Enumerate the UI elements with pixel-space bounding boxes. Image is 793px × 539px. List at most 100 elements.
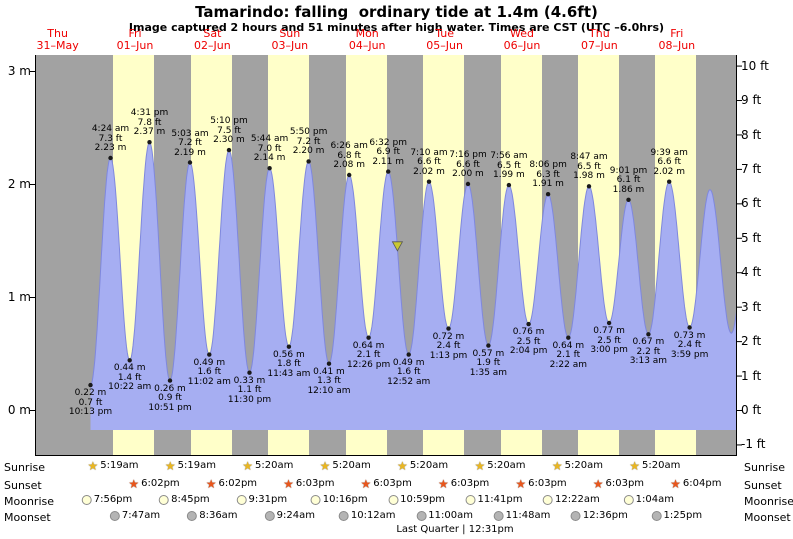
day-label: Fri 01–Jun [117, 28, 154, 52]
tide-event-label-high: 4:24 am 7.3 ft 2.23 m [92, 124, 129, 154]
tide-label-line: 1.99 m [493, 170, 525, 181]
tide-label-line: 7.2 ft [178, 138, 202, 148]
tide-event-label-low: 0.22 m 0.7 ft 10:13 pm [69, 389, 112, 418]
tide-event-label-high: 5:10 pm 7.5 ft 2.30 m [210, 117, 248, 146]
tide-label-line: 9:01 pm [609, 165, 648, 176]
sunset-time: 6:02pm [218, 478, 258, 489]
y-axis-label-left: 3 m [7, 64, 31, 78]
y-axis-label-right: 3 ft [741, 299, 762, 314]
day-label-dow: Thu [589, 27, 610, 40]
tide-label-line: 2.02 m [653, 166, 686, 177]
tide-label-line: 5:10 pm [210, 116, 248, 127]
moonset-entry: 8:36am [187, 510, 238, 522]
day-label-dow: Wed [510, 27, 534, 40]
tide-event-label-high: 9:39 am 6.6 ft 2.02 m [650, 147, 688, 178]
moonrise-icon [236, 495, 247, 505]
moonrise-time: 8:45pm [171, 494, 210, 505]
tide-event-label-high: 5:44 am 7.0 ft 2.14 m [251, 135, 288, 164]
day-label-dow: Thu [47, 27, 68, 40]
day-label: Tue 05–Jun [426, 28, 463, 52]
moonset-icon [187, 511, 198, 521]
day-label-dow: Sat [203, 27, 222, 40]
sunset-entry: ★ 6:03pm [283, 478, 334, 490]
moonrise-row-label: Moonrise [744, 495, 793, 508]
tide-label-line: 6:32 pm [369, 137, 407, 148]
sunset-icon: ★ [515, 477, 527, 491]
sunrise-time: 5:20am [564, 460, 603, 471]
current-tide-marker [391, 241, 404, 252]
moonrise-entry: 10:16pm [310, 494, 368, 506]
tide-label-line: 2.37 m [133, 127, 166, 138]
y-axis-label-right: 8 ft [741, 127, 762, 142]
sunrise-time: 5:20am [255, 460, 294, 471]
day-label-date: 01–Jun [116, 39, 154, 52]
tide-label-line: 10:51 pm [148, 402, 192, 413]
tide-label-line: 0.72 m [432, 331, 465, 342]
moonset-entry: 11:48am [493, 510, 550, 522]
moonset-entry: 12:36pm [570, 510, 628, 522]
tide-label-line: 7.0 ft [257, 143, 282, 154]
tide-label-line: 6.3 ft [536, 169, 560, 180]
tide-event-dot [646, 332, 651, 337]
y-axis-label-right: 6 ft [741, 196, 762, 211]
moonset-entry: 1:25pm [651, 510, 702, 522]
tide-label-line: 1.3 ft [317, 376, 341, 387]
tide-label-line: 3:59 pm [670, 349, 709, 360]
sunset-time: 6:03pm [295, 478, 335, 489]
tide-event-label-high: 6:26 am 6.8 ft 2.08 m [330, 141, 368, 171]
moonset-time: 10:12am [350, 510, 396, 521]
tide-event-label-low: 0.41 m 1.3 ft 12:10 am [307, 367, 350, 397]
sunset-time: 6:04pm [682, 478, 722, 489]
tide-label-line: 2.5 ft [597, 335, 621, 346]
tide-event-dot [207, 352, 212, 357]
tide-label-line: 7.2 ft [296, 136, 321, 147]
tide-label-line: 3:13 am [629, 356, 668, 367]
tide-event-label-high: 7:10 am 6.6 ft 2.02 m [410, 148, 447, 178]
tide-event-label-low: 0.49 m 1.6 ft 12:52 am [387, 358, 430, 388]
moonset-row-label: Moonset [4, 511, 51, 524]
sunset-icon: ★ [128, 477, 140, 491]
tide-label-line: 1.6 ft [197, 367, 222, 378]
tide-label-line: 0.22 m [74, 388, 107, 399]
moonset-icon [651, 511, 662, 521]
tide-event-dot [465, 181, 471, 187]
tide-label-line: 6:26 am [330, 141, 368, 151]
tide-event-label-low: 0.73 m 2.4 ft 3:59 pm [670, 331, 709, 361]
moonset-entry: 7:47am [109, 510, 160, 522]
sunset-icon: ★ [670, 477, 681, 491]
tide-event-label-high: 6:32 pm 6.9 ft 2.11 m [369, 137, 407, 168]
tide-label-line: 9:39 am [650, 147, 688, 158]
tide-label-line: 5:03 am [171, 128, 209, 139]
day-label-date: 04–Jun [348, 39, 386, 52]
y-axis-label-right: 4 ft [741, 265, 762, 280]
tide-event-dot [366, 335, 371, 340]
tide-event-dot [506, 182, 512, 188]
tide-label-line: 6.5 ft [497, 160, 521, 171]
tide-event-label-high: 8:06 pm 6.3 ft 1.91 m [529, 161, 567, 190]
tide-label-line: 2.5 ft [516, 336, 541, 347]
day-label-date: 03–Jun [271, 39, 309, 52]
sunrise-row-label: Sunrise [4, 461, 46, 474]
tide-curve [90, 141, 738, 386]
moonset-time: 9:24am [276, 510, 315, 521]
tide-event-label-low: 0.77 m 2.5 ft 3:00 pm [590, 326, 628, 356]
tide-event-label-low: 0.64 m 2.1 ft 2:22 am [550, 341, 587, 371]
tide-label-line: 11:30 pm [227, 394, 272, 405]
tide-event-dot [326, 361, 332, 366]
tide-label-line: 1.4 ft [117, 372, 142, 383]
tide-event-dot [108, 155, 113, 161]
tide-event-label-high: 5:50 pm 7.2 ft 2.20 m [290, 128, 328, 157]
day-label: Fri 08–Jun [658, 28, 695, 52]
tide-label-line: 0.49 m [193, 357, 226, 368]
sunrise-icon: ★ [474, 459, 486, 473]
moonset-icon [416, 511, 427, 521]
tide-event-dot [347, 172, 352, 178]
moonrise-entry: 7:56pm [81, 494, 132, 506]
moonset-icon [109, 511, 120, 521]
sunrise-icon: ★ [629, 459, 641, 473]
tide-event-label-low: 0.67 m 2.2 ft 3:13 am [630, 338, 667, 367]
day-label-date: 08–Jun [658, 39, 696, 52]
tide-label-line: 8:47 am [570, 152, 608, 163]
y-axis-label-right: -1 ft [741, 437, 766, 452]
tide-label-line: 2.20 m [292, 146, 325, 157]
